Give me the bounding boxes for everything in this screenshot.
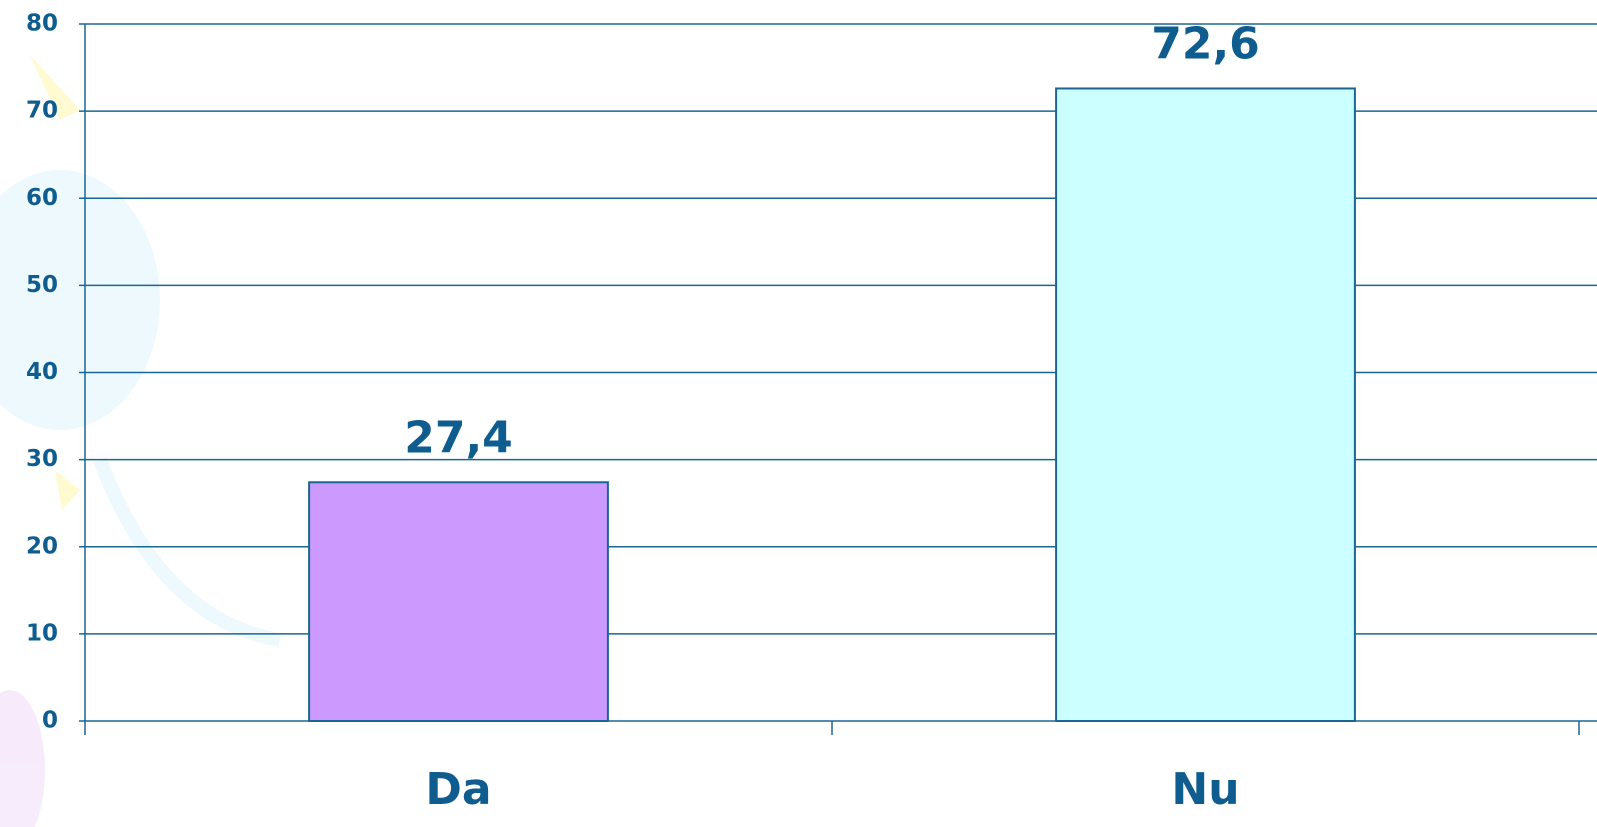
y-tick-label: 10 xyxy=(26,620,58,646)
value-label: 27,4 xyxy=(404,412,513,463)
value-label: 72,6 xyxy=(1151,18,1260,69)
x-tick-label: Nu xyxy=(1171,764,1239,815)
y-tick-label: 80 xyxy=(26,11,58,37)
y-tick-label: 40 xyxy=(26,359,58,385)
y-tick-label: 70 xyxy=(26,98,58,124)
y-tick-label: 60 xyxy=(26,185,58,211)
bar xyxy=(308,481,609,722)
y-tick-label: 50 xyxy=(26,272,58,298)
y-tick-label: 20 xyxy=(26,533,58,559)
y-tick-label: 30 xyxy=(26,446,58,472)
background-decoration xyxy=(0,55,282,827)
y-tick-label: 0 xyxy=(42,708,58,734)
x-tick-label: Da xyxy=(425,764,491,815)
bar xyxy=(1055,87,1356,723)
